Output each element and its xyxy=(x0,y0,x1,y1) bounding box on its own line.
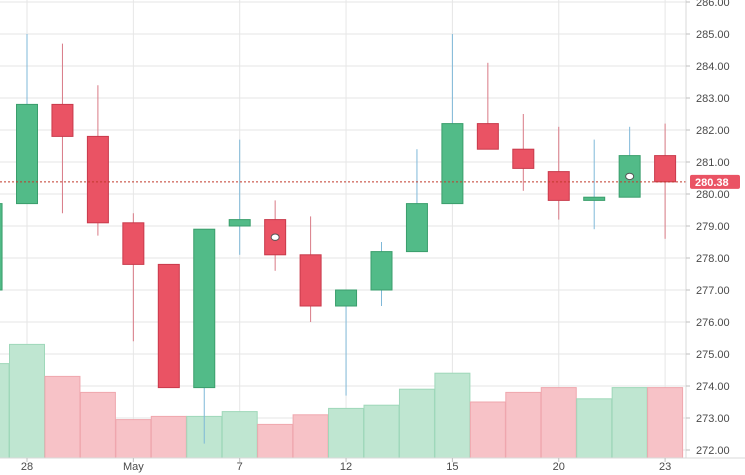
candle-body[interactable] xyxy=(370,251,393,291)
volume-bar xyxy=(9,343,45,459)
price-tick-label: 282.00 xyxy=(696,125,730,137)
time-tick-label: 7 xyxy=(237,461,243,473)
volume-bar xyxy=(434,372,471,459)
candle-partial-body[interactable] xyxy=(0,203,3,291)
candle-body[interactable] xyxy=(51,103,74,137)
candle-body[interactable] xyxy=(193,228,216,389)
price-tick-label: 281.00 xyxy=(696,157,730,169)
candle-body[interactable] xyxy=(583,196,606,201)
last-price-label: 280.38 xyxy=(690,174,740,189)
candle-body[interactable] xyxy=(441,123,464,205)
candle-body[interactable] xyxy=(654,155,677,183)
candle-body[interactable] xyxy=(476,123,499,150)
time-tick-label: 23 xyxy=(659,461,671,473)
price-axis-background xyxy=(686,0,745,458)
price-tick-label: 284.00 xyxy=(696,61,730,73)
volume-bar xyxy=(292,414,329,459)
candle-marker[interactable] xyxy=(270,233,280,241)
volume-bar xyxy=(221,411,258,459)
price-tick-label: 272.00 xyxy=(696,445,730,457)
time-tick-label: 12 xyxy=(340,461,352,473)
price-tick-label: 277.00 xyxy=(696,285,730,297)
volume-bar xyxy=(469,401,506,459)
candle-marker[interactable] xyxy=(625,172,635,181)
volume-bar xyxy=(576,398,613,459)
candle-body[interactable] xyxy=(299,254,322,307)
price-axis-ticks: 272.00 273.00 274.00 275.00 276.00 277.00 278.… xyxy=(686,0,730,457)
time-tick-label: 15 xyxy=(446,461,458,473)
volume-bar xyxy=(398,388,435,459)
volume-bar xyxy=(363,404,400,459)
last-price-value: 280.38 xyxy=(695,177,729,189)
price-tick-label: 273.00 xyxy=(696,413,730,425)
price-tick-label: 276.00 xyxy=(696,317,730,329)
price-axis xyxy=(685,0,745,458)
price-tick-label: 279.00 xyxy=(696,221,730,233)
price-tick-label: 285.00 xyxy=(696,29,730,41)
volume-bar xyxy=(150,415,187,459)
time-tick-label: 20 xyxy=(553,461,565,473)
time-axis-ticks: 28 May 7 12 15 20 23 xyxy=(21,458,671,473)
markers xyxy=(270,172,635,241)
volume-bar xyxy=(115,419,152,459)
volume-bar xyxy=(44,375,81,459)
price-tick-label: 280.00 xyxy=(696,189,730,201)
time-tick-label: May xyxy=(123,461,144,473)
volume-bar xyxy=(328,407,365,459)
time-tick-label: 28 xyxy=(21,461,33,473)
price-tick-label: 278.00 xyxy=(696,253,730,265)
candle-body[interactable] xyxy=(86,135,109,224)
candle-body[interactable] xyxy=(405,203,428,253)
grid-lines xyxy=(0,0,686,458)
price-tick-label: 286.00 xyxy=(696,0,730,9)
volume-bar xyxy=(79,391,116,459)
price-tick-label: 275.00 xyxy=(696,349,730,361)
volume-bar xyxy=(611,387,648,459)
candle-body[interactable] xyxy=(547,171,570,201)
volume-bar xyxy=(505,391,542,459)
candle-body[interactable] xyxy=(157,263,180,389)
volume-bar-partial xyxy=(0,363,10,459)
volume-bar xyxy=(257,423,294,459)
candle-body[interactable] xyxy=(335,289,358,307)
candles xyxy=(0,34,677,444)
volume-bar xyxy=(647,387,684,459)
volume-bar xyxy=(540,387,577,459)
volume-bars xyxy=(0,343,684,459)
price-tick-label: 274.00 xyxy=(696,381,730,393)
price-tick-label: 283.00 xyxy=(696,93,730,105)
candle-body[interactable] xyxy=(228,219,251,227)
candle-body[interactable] xyxy=(16,103,38,205)
candle-body[interactable] xyxy=(512,148,535,169)
last-price-badge xyxy=(690,174,740,189)
candle-body[interactable] xyxy=(122,222,145,265)
